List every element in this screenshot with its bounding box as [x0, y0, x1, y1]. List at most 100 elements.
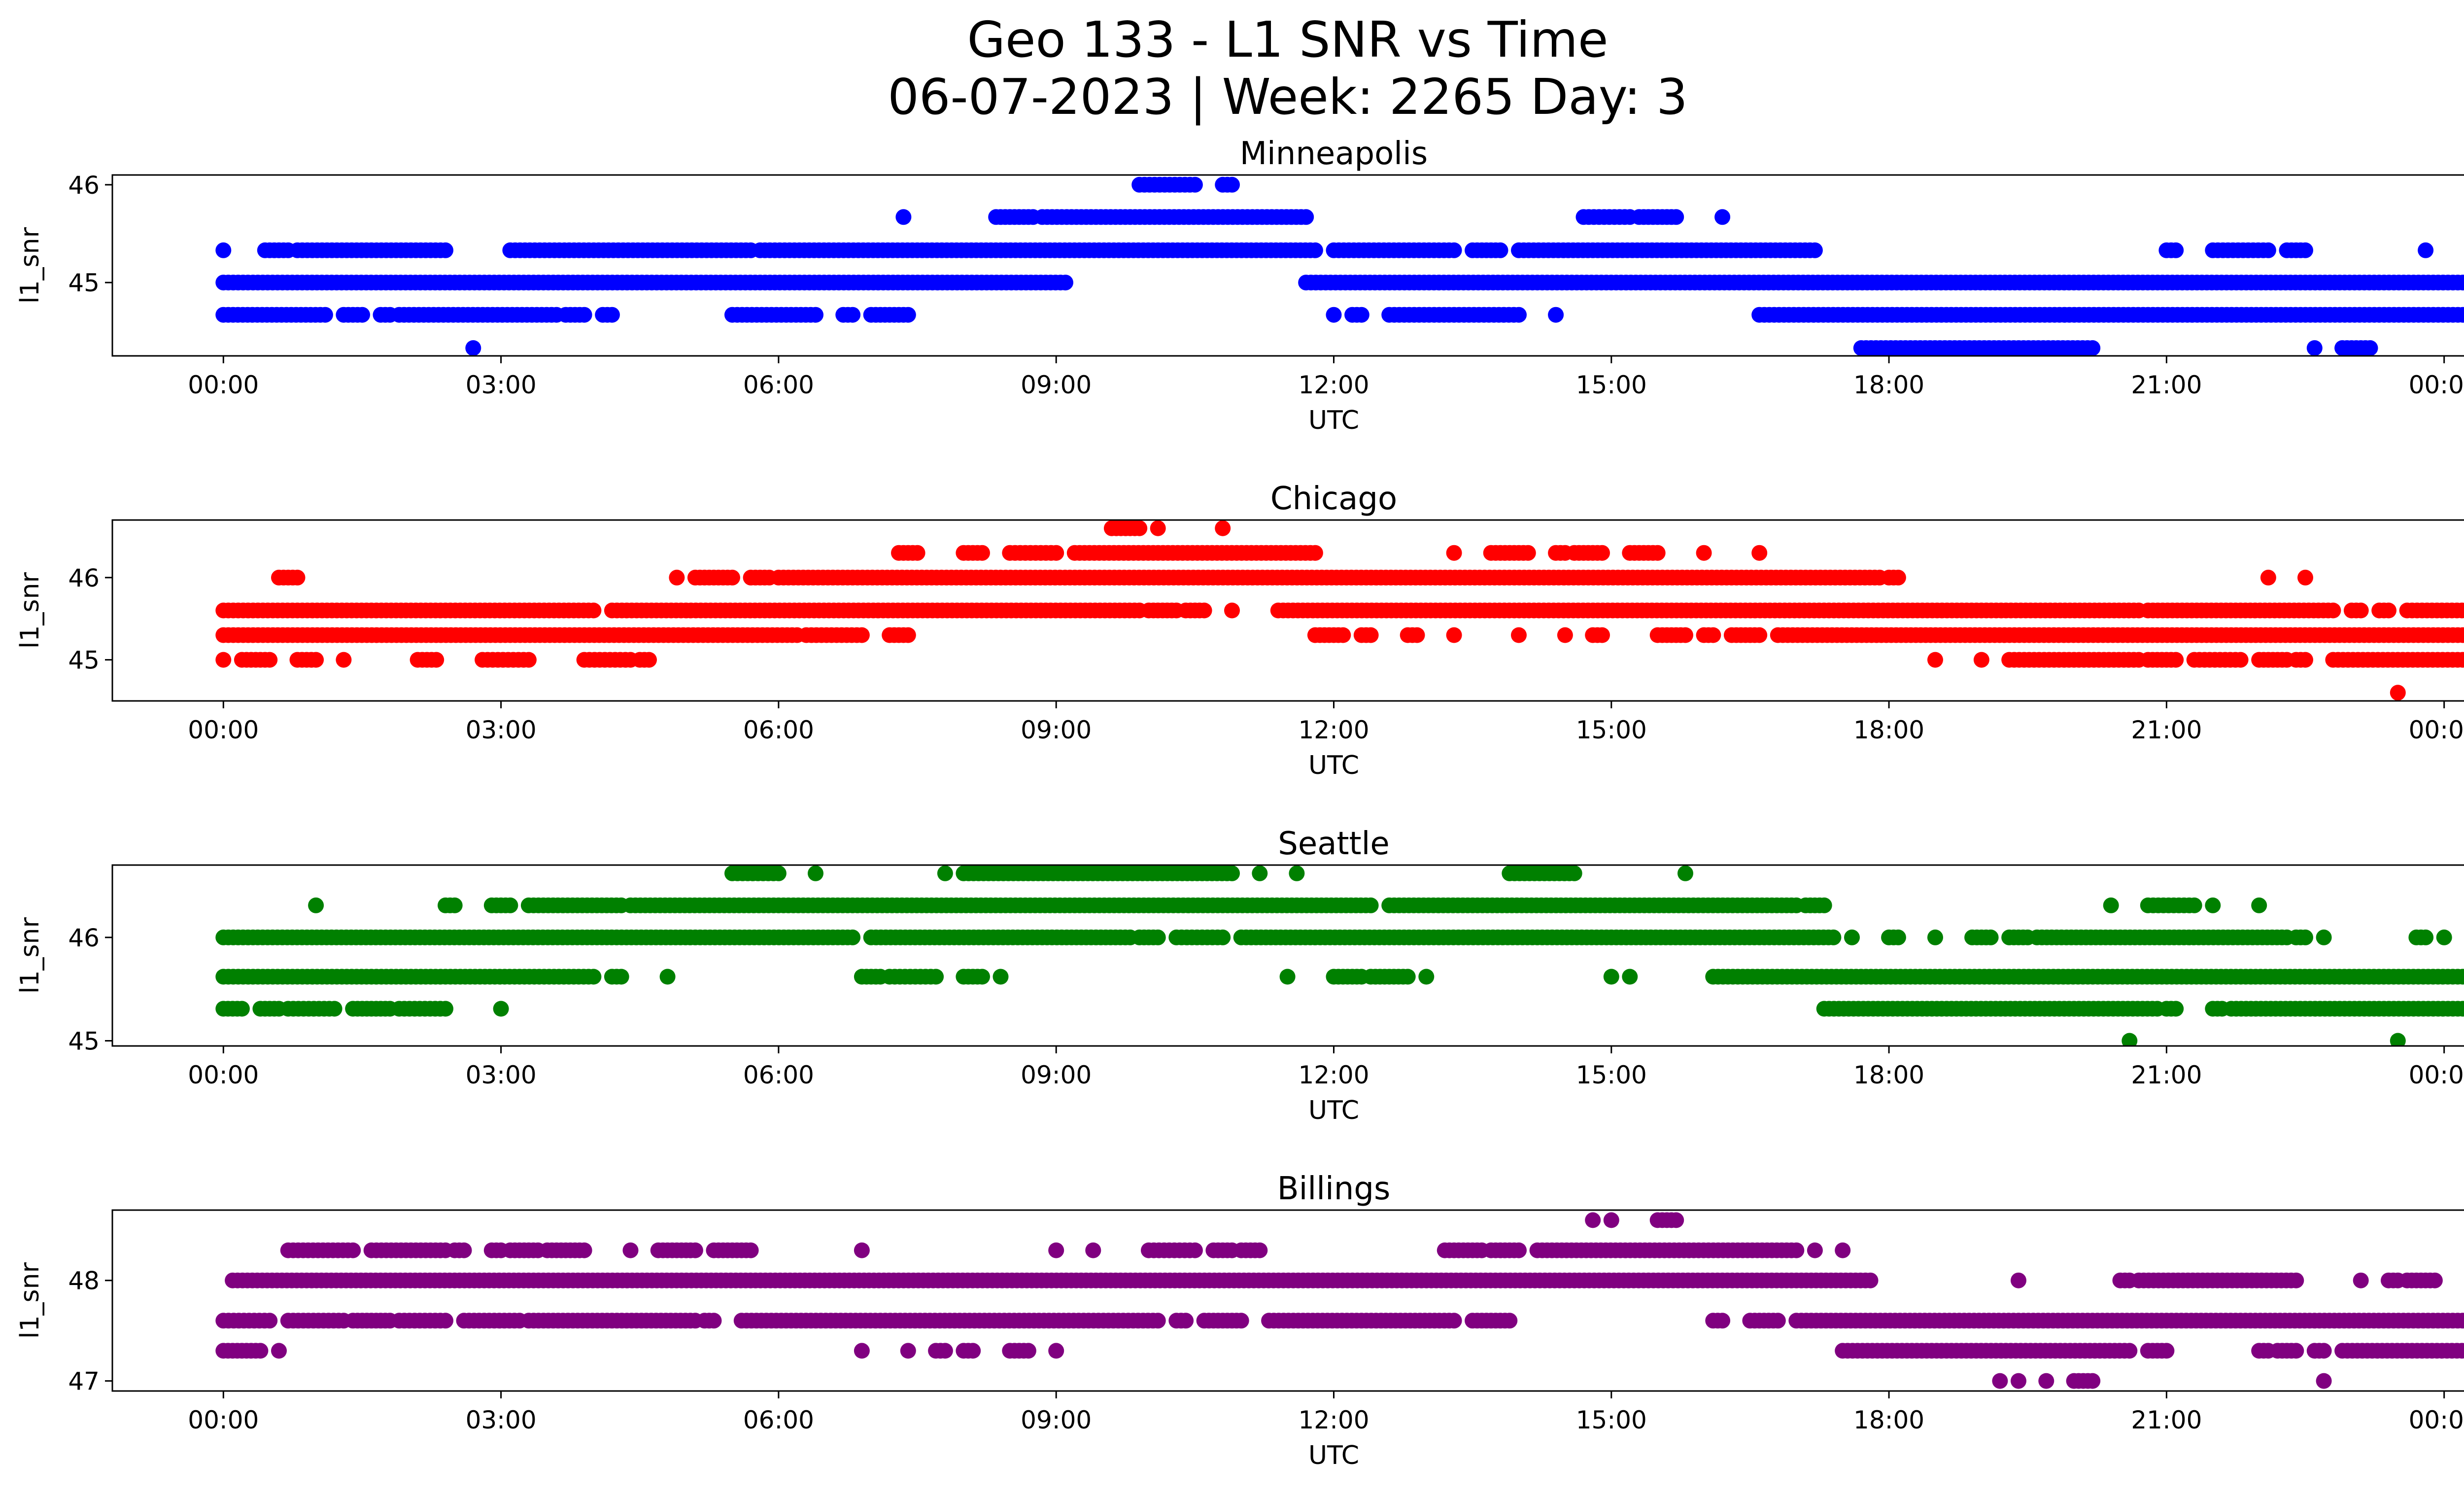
data-point — [1825, 929, 1842, 945]
data-point — [2460, 1314, 2464, 1328]
data-point — [1187, 176, 1203, 193]
data-point — [336, 652, 352, 668]
data-point — [2381, 602, 2396, 619]
data-point — [669, 569, 685, 586]
data-point — [1353, 307, 1369, 323]
data-point — [234, 1001, 250, 1017]
data-point — [585, 969, 602, 985]
x-tick-label: 18:00 — [1853, 1061, 1924, 1089]
data-point — [1788, 1242, 1805, 1258]
data-point — [1085, 1242, 1101, 1258]
data-point — [2427, 1272, 2443, 1288]
data-point — [965, 1343, 981, 1359]
data-point — [215, 652, 232, 668]
data-point — [1566, 865, 1582, 881]
data-point — [1890, 929, 1906, 945]
data-point — [937, 1343, 953, 1359]
data-point — [1224, 602, 1240, 619]
x-tick-label: 18:00 — [1853, 1406, 1924, 1434]
data-point — [1289, 865, 1305, 881]
data-point — [659, 969, 676, 985]
data-point — [937, 865, 953, 881]
data-point — [2168, 242, 2184, 258]
data-point — [1705, 627, 1721, 643]
x-tick-label: 12:00 — [1298, 1061, 1369, 1089]
data-point — [845, 307, 861, 323]
x-tick-label: 21:00 — [2131, 371, 2202, 399]
y-tick-label: 46 — [68, 171, 100, 200]
data-point — [2390, 685, 2406, 701]
data-point — [2186, 897, 2202, 913]
y-tick-label: 45 — [68, 1027, 100, 1056]
y-tick-label: 45 — [68, 646, 100, 675]
data-point — [1150, 929, 1166, 945]
x-tick-label: 15:00 — [1576, 716, 1647, 744]
x-tick-label: 00:00 — [188, 716, 259, 744]
data-point — [1585, 1212, 1601, 1228]
data-point — [2085, 340, 2101, 356]
data-point — [1668, 209, 1684, 225]
data-point — [687, 1242, 703, 1258]
data-point — [724, 569, 740, 586]
data-point — [2011, 1272, 2026, 1288]
x-axis-label: UTC — [1308, 1441, 1359, 1470]
x-axis-label: UTC — [1308, 406, 1359, 435]
axes-frame — [111, 864, 2464, 1047]
data-point — [1714, 1313, 1731, 1329]
data-point — [604, 307, 620, 323]
data-point — [2460, 1002, 2464, 1016]
data-point — [2260, 569, 2276, 586]
data-point — [1973, 652, 1989, 668]
panel-title-seattle: Seattle — [1278, 826, 1390, 862]
x-tick-label: 18:00 — [1853, 371, 1924, 399]
x-tick-label: 15:00 — [1576, 371, 1647, 399]
data-point — [1751, 627, 1768, 643]
data-point — [262, 1313, 278, 1329]
data-point — [1215, 929, 1231, 945]
data-point — [326, 1001, 342, 1017]
y-tick-label: 47 — [68, 1367, 100, 1396]
data-point — [1511, 307, 1527, 323]
data-point — [1520, 545, 1536, 561]
data-point — [1178, 1313, 1194, 1329]
x-tick-label: 21:00 — [2131, 1061, 2202, 1089]
data-point — [2325, 602, 2341, 619]
data-point — [1224, 865, 1240, 881]
data-point — [2122, 1033, 2138, 1046]
data-point — [2122, 1343, 2138, 1359]
panel-title-chicago: Chicago — [1270, 481, 1397, 517]
data-point — [1187, 1242, 1203, 1258]
x-tick-label: 00:00 — [2409, 1406, 2464, 1434]
x-tick-label: 06:00 — [743, 1406, 814, 1434]
data-point — [2168, 1001, 2184, 1017]
data-point — [1335, 627, 1351, 643]
data-point — [1400, 969, 1416, 985]
data-point — [2418, 929, 2434, 945]
data-point — [1890, 569, 1906, 586]
data-point — [1835, 1242, 1851, 1258]
data-point — [1594, 627, 1610, 643]
data-point — [456, 1242, 472, 1258]
data-point — [428, 652, 445, 668]
axes-frame — [111, 174, 2464, 357]
x-tick-label: 09:00 — [1021, 371, 1092, 399]
data-point — [1677, 627, 1693, 643]
y-axis-label: l1_snr — [15, 227, 45, 304]
x-tick-label: 00:00 — [2409, 371, 2464, 399]
y-axis-label: l1_snr — [15, 917, 45, 994]
x-tick-label: 21:00 — [2131, 716, 2202, 744]
data-point — [215, 242, 232, 258]
data-point — [289, 569, 306, 586]
data-point — [2103, 897, 2119, 913]
data-point — [1409, 627, 1425, 643]
data-point — [2460, 308, 2464, 322]
data-point — [2390, 1033, 2406, 1046]
data-point — [1696, 545, 1712, 561]
data-point — [900, 307, 916, 323]
data-point — [1816, 897, 1832, 913]
data-point — [2297, 242, 2313, 258]
data-point — [1844, 929, 1860, 945]
data-point — [900, 1343, 916, 1359]
figure-title-line1: Geo 133 - L1 SNR vs Time — [967, 11, 1608, 69]
